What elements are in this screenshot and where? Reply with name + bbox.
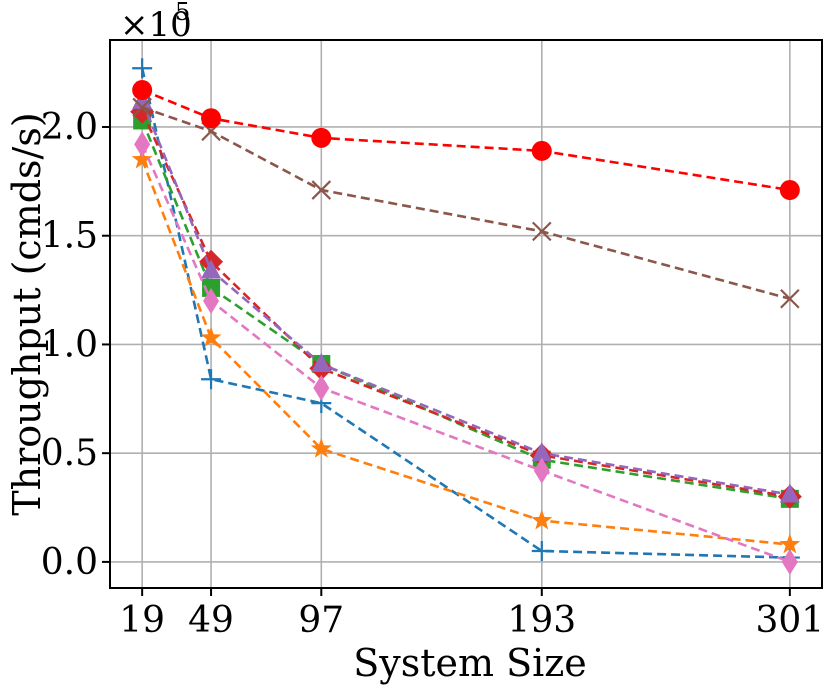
series-line bbox=[141, 88, 791, 192]
series-purple-triangle bbox=[132, 89, 800, 503]
data-point bbox=[311, 180, 332, 200]
y-tick-label: 1.0 bbox=[41, 324, 98, 365]
x-tick-label: 49 bbox=[188, 600, 234, 641]
x-tick-label: 97 bbox=[298, 600, 344, 641]
data-point bbox=[779, 483, 800, 503]
data-point bbox=[201, 259, 222, 279]
data-point bbox=[532, 221, 552, 242]
series-line bbox=[140, 100, 791, 496]
series-line bbox=[140, 159, 790, 546]
data-point bbox=[531, 140, 552, 161]
data-point bbox=[134, 131, 151, 158]
x-tick-label: 19 bbox=[119, 600, 165, 641]
y-axis-label: Throughput (cmds/s) bbox=[5, 112, 49, 515]
data-point bbox=[779, 533, 801, 554]
y-tick-label: 2.0 bbox=[41, 107, 98, 148]
data-point bbox=[780, 289, 800, 309]
series-line bbox=[141, 106, 791, 301]
data-point bbox=[200, 326, 222, 347]
data-point bbox=[531, 509, 553, 530]
data-point bbox=[311, 353, 332, 373]
series-orange-star bbox=[131, 148, 801, 554]
series-pink-diamond bbox=[134, 131, 798, 575]
data-point bbox=[313, 374, 330, 401]
data-point bbox=[201, 369, 222, 390]
data-point bbox=[531, 541, 552, 562]
data-point bbox=[310, 437, 332, 458]
y-tick-label: 1.5 bbox=[41, 216, 98, 257]
data-point bbox=[132, 80, 153, 101]
data-point bbox=[131, 148, 153, 169]
data-point bbox=[203, 287, 220, 314]
data-point bbox=[533, 457, 550, 484]
x-axis-label: System Size bbox=[353, 641, 587, 685]
series-layer bbox=[130, 58, 802, 575]
data-point bbox=[781, 548, 798, 575]
y-scale-label: ×10 bbox=[120, 5, 192, 45]
data-point bbox=[311, 127, 332, 148]
series-red-circle bbox=[132, 80, 800, 201]
data-point bbox=[132, 97, 152, 118]
data-point bbox=[779, 180, 800, 201]
plot-frame bbox=[109, 39, 823, 589]
series-crimson-diamond bbox=[130, 99, 802, 509]
data-point bbox=[531, 442, 552, 462]
series-line bbox=[141, 111, 791, 498]
y-tick-label: 0.5 bbox=[41, 433, 98, 474]
series-blue-plus bbox=[132, 58, 800, 568]
y-tick-label: 0.0 bbox=[41, 542, 98, 583]
series-brown-x bbox=[132, 97, 800, 309]
x-tick-label: 301 bbox=[755, 600, 824, 641]
series-line bbox=[140, 68, 790, 559]
series-green-square bbox=[133, 111, 799, 508]
y-scale-exponent: 5 bbox=[175, 0, 190, 26]
x-tick-label: 193 bbox=[507, 600, 576, 641]
data-point bbox=[201, 108, 222, 129]
tick-layer: 19 49 97 193 301 0.0 0.5 1.0 1.5 2.0 bbox=[41, 107, 824, 641]
data-point bbox=[132, 58, 153, 79]
